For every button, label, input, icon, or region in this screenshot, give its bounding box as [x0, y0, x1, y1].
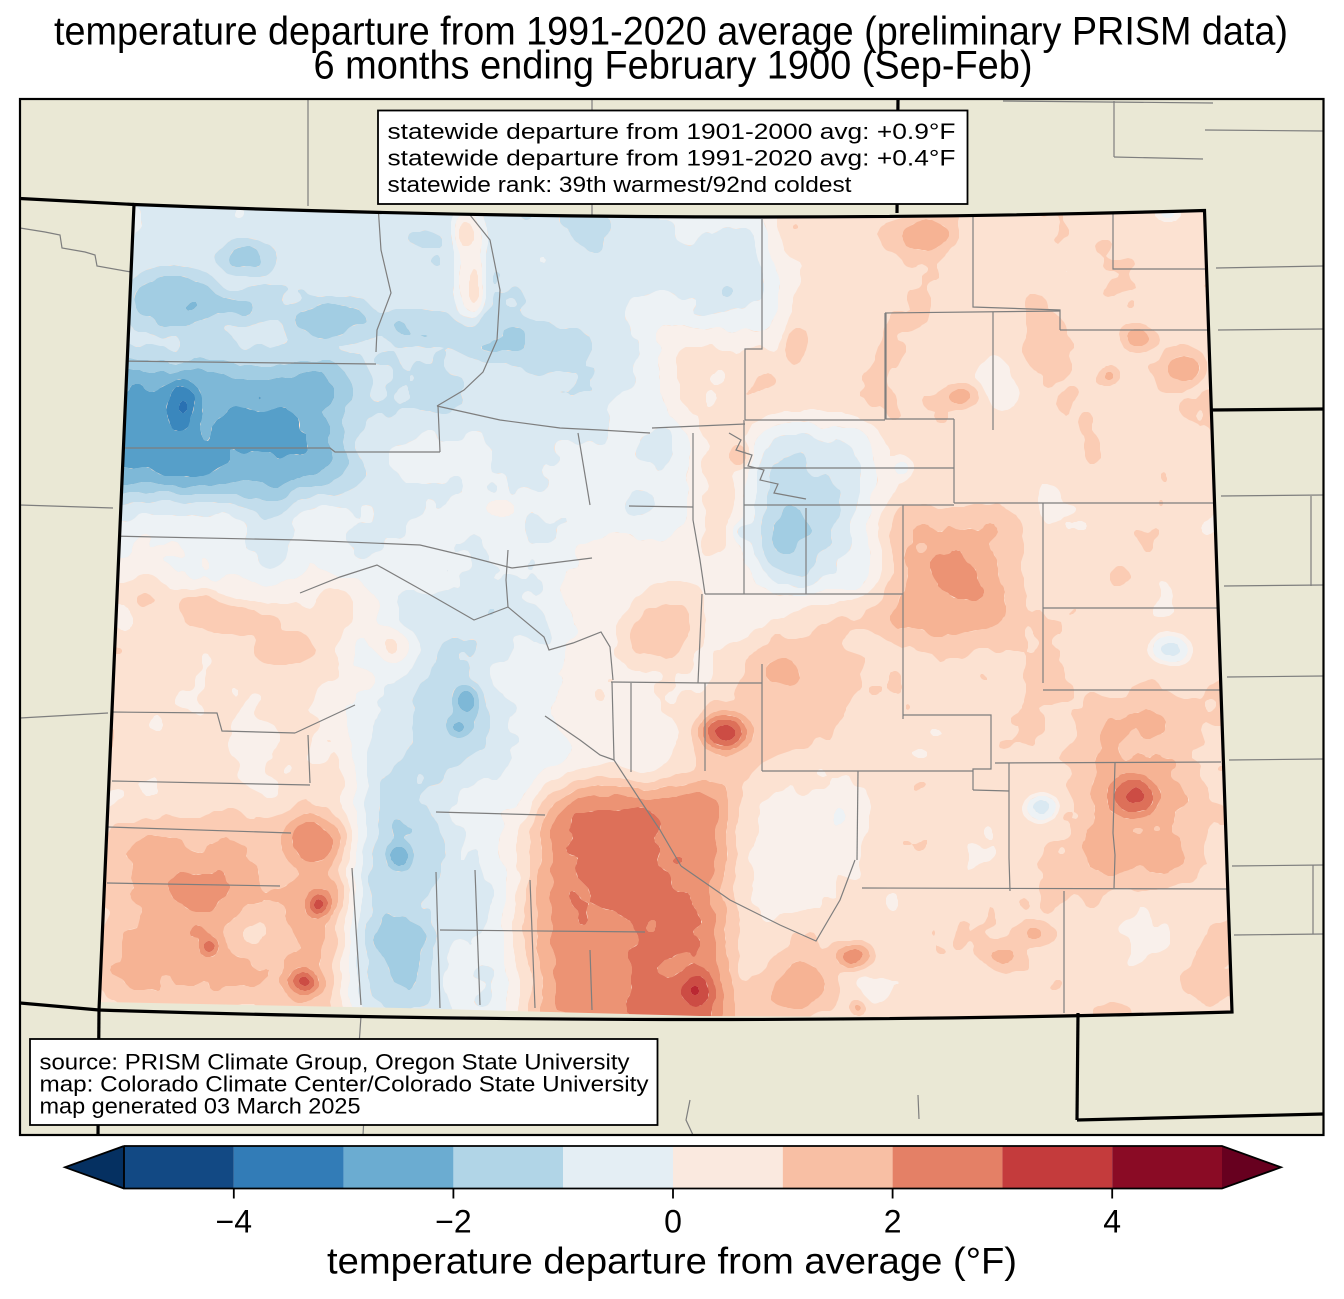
svg-text:0: 0 — [664, 1204, 682, 1240]
svg-text:map generated 03 March 2025: map generated 03 March 2025 — [40, 1094, 361, 1119]
svg-text:4: 4 — [1103, 1204, 1121, 1240]
svg-text:2: 2 — [884, 1204, 902, 1240]
svg-text:map: Colorado Climate Center/C: map: Colorado Climate Center/Colorado St… — [40, 1072, 649, 1097]
svg-text:−2: −2 — [435, 1204, 471, 1240]
svg-text:source: PRISM Climate Group, O: source: PRISM Climate Group, Oregon Stat… — [40, 1050, 630, 1075]
svg-text:temperature departure from ave: temperature departure from average (°F) — [327, 1241, 1017, 1282]
svg-text:statewide rank: 39th warmest/9: statewide rank: 39th warmest/92nd coldes… — [388, 172, 852, 197]
svg-text:statewide departure from 1991-: statewide departure from 1991-2020 avg: … — [388, 146, 956, 171]
svg-text:temperature departure from 199: temperature departure from 1991-2020 ave… — [54, 10, 1288, 54]
svg-text:−4: −4 — [216, 1204, 252, 1240]
svg-text:6 months ending February 1900: 6 months ending February 1900 (Sep-Feb) — [314, 44, 1033, 88]
svg-text:statewide departure from 1901-: statewide departure from 1901-2000 avg: … — [388, 119, 956, 144]
